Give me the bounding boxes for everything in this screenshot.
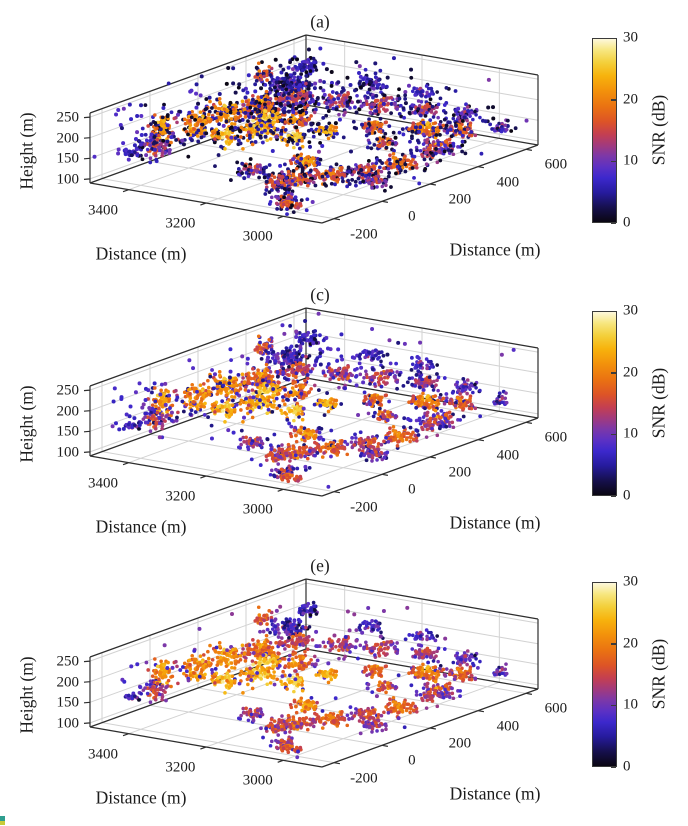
colorbar-tick-label: 0 [623, 758, 631, 775]
plot-canvas [0, 544, 688, 817]
colorbar-tick [611, 372, 616, 374]
z-axis-label: Height (m) [16, 656, 37, 734]
z-tick-label: 150 [56, 423, 80, 440]
colorbar-tick-label: 20 [623, 91, 638, 108]
panel-title: (e) [310, 555, 330, 576]
z-tick-label: 200 [56, 403, 80, 420]
x-tick-label: 3400 [88, 202, 119, 219]
z-tick-label: 100 [56, 444, 80, 461]
y-tick-label: -200 [350, 770, 378, 787]
z-axis-label: Height (m) [16, 112, 37, 190]
scatter3d-panel-e: (e) Distance (m) Distance (m) Height (m)… [0, 544, 688, 826]
y-tick-label: 400 [496, 174, 520, 191]
x-tick-label: 3200 [165, 759, 196, 776]
scatter3d-panel-c: (c) Distance (m) Distance (m) Height (m)… [0, 273, 688, 546]
colorbar [592, 38, 617, 223]
colorbar-tick [611, 37, 616, 39]
x-tick-label: 3400 [88, 746, 119, 763]
x-axis-label: Distance (m) [95, 787, 187, 808]
z-tick-label: 250 [56, 653, 80, 670]
x-tick-label: 3000 [242, 772, 273, 789]
y-tick-label: 200 [448, 464, 472, 481]
z-axis-label: Height (m) [16, 385, 37, 463]
z-tick-label: 200 [56, 674, 80, 691]
z-tick-label: 150 [56, 150, 80, 167]
y-tick-label: 0 [408, 752, 416, 769]
colorbar-tick [611, 495, 616, 497]
z-tick-label: 250 [56, 382, 80, 399]
y-axis-label: Distance (m) [449, 783, 541, 804]
y-tick-label: 600 [544, 700, 568, 717]
y-tick-label: 0 [408, 481, 416, 498]
z-tick-label: 150 [56, 694, 80, 711]
colorbar [592, 311, 617, 496]
colorbar-tick [611, 433, 616, 436]
corner-artifact [0, 816, 5, 825]
x-tick-label: 3400 [88, 475, 119, 492]
y-tick-label: 0 [408, 208, 416, 225]
x-tick-label: 3200 [165, 215, 196, 232]
colorbar-tick [611, 310, 616, 312]
x-axis-label: Distance (m) [95, 243, 187, 264]
plot-canvas [0, 0, 688, 273]
y-tick-label: -200 [350, 499, 378, 516]
colorbar-tick-label: 10 [623, 425, 638, 442]
x-tick-label: 3000 [242, 501, 273, 518]
colorbar-label: SNR (dB) [648, 367, 669, 439]
x-axis-label: Distance (m) [95, 516, 187, 537]
colorbar-tick [611, 766, 616, 768]
y-tick-label: 400 [496, 718, 520, 735]
colorbar-tick-label: 10 [623, 696, 638, 713]
colorbar-tick-label: 20 [623, 635, 638, 652]
colorbar-tick [611, 581, 616, 583]
x-tick-label: 3000 [242, 228, 273, 245]
x-tick-label: 3200 [165, 488, 196, 505]
y-tick-label: 400 [496, 447, 520, 464]
y-axis-label: Distance (m) [449, 239, 541, 260]
z-tick-label: 100 [56, 715, 80, 732]
z-tick-label: 100 [56, 171, 80, 188]
colorbar-tick [611, 704, 616, 707]
colorbar-tick [611, 222, 616, 224]
colorbar-label: SNR (dB) [648, 638, 669, 710]
colorbar-tick [611, 99, 616, 101]
scatter3d-panel-a: (a) Distance (m) Distance (m) Height (m)… [0, 0, 688, 273]
z-tick-label: 200 [56, 130, 80, 147]
colorbar-label: SNR (dB) [648, 94, 669, 166]
y-tick-label: 200 [448, 191, 472, 208]
colorbar-tick [611, 160, 616, 163]
colorbar-tick-label: 30 [623, 573, 638, 590]
panel-title: (c) [310, 284, 330, 305]
y-tick-label: 600 [544, 429, 568, 446]
colorbar-tick-label: 0 [623, 487, 631, 504]
colorbar-tick-label: 30 [623, 29, 638, 46]
y-tick-label: 600 [544, 156, 568, 173]
colorbar [592, 582, 617, 767]
colorbar-tick [611, 643, 616, 645]
y-axis-label: Distance (m) [449, 512, 541, 533]
colorbar-tick-label: 10 [623, 152, 638, 169]
colorbar-tick-label: 0 [623, 214, 631, 231]
y-tick-label: -200 [350, 226, 378, 243]
y-tick-label: 200 [448, 735, 472, 752]
colorbar-tick-label: 20 [623, 364, 638, 381]
plot-canvas [0, 273, 688, 546]
z-tick-label: 250 [56, 109, 80, 126]
colorbar-tick-label: 30 [623, 302, 638, 319]
panel-title: (a) [310, 11, 330, 32]
